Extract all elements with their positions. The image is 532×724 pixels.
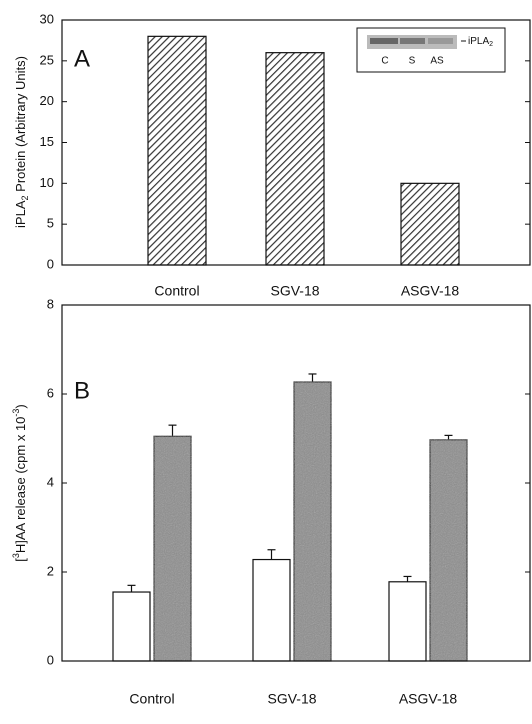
y-tick-label: 25 — [40, 52, 54, 67]
lane-label: C — [381, 56, 388, 67]
x-tick-label: ASGV-18 — [401, 283, 460, 299]
y-axis-label: [3H]AA release (cpm x 10-3) — [11, 404, 28, 562]
inset-blot: iPLA2 C S AS — [357, 28, 505, 72]
y-tick-label: 10 — [40, 175, 54, 190]
y-tick-label: 0 — [47, 652, 54, 667]
inset-label-sub: 2 — [489, 41, 493, 48]
bar — [253, 560, 290, 661]
y-tick-label: 20 — [40, 93, 54, 108]
y-tick-label: 0 — [47, 256, 54, 271]
bar — [401, 183, 459, 265]
x-tick-label: SGV-18 — [267, 691, 316, 707]
x-tick-label: ASGV-18 — [399, 691, 458, 707]
lane-label: S — [409, 56, 416, 67]
x-tick-label: Control — [129, 691, 174, 707]
y-tick-label: 6 — [47, 385, 54, 400]
bar — [389, 582, 426, 661]
blot-band — [400, 38, 425, 44]
bar — [294, 382, 331, 661]
y-label-part: ) — [13, 404, 28, 408]
bar — [154, 436, 191, 661]
bar — [430, 440, 467, 661]
blot-band — [370, 38, 398, 44]
y-tick-label: 30 — [40, 11, 54, 26]
blot-band — [428, 38, 453, 44]
y-label-part: Protein (Arbitrary Units) — [13, 56, 28, 195]
figure: A iPLA2 Protein (Arbitrary Units) iPLA2 … — [0, 0, 532, 724]
y-tick-label: 4 — [47, 474, 54, 489]
y-tick-label: 8 — [47, 296, 54, 311]
y-axis-label: iPLA2 Protein (Arbitrary Units) — [13, 56, 30, 228]
x-tick-label: Control — [154, 283, 199, 299]
bar — [266, 53, 324, 265]
y-tick-label: 5 — [47, 216, 54, 231]
y-label-part: H]AA release (cpm x 10 — [13, 417, 28, 554]
y-label-part: iPLA — [13, 200, 28, 228]
panel-label: B — [74, 377, 90, 404]
inset-label-part: iPLA — [468, 36, 489, 47]
panel-label: A — [74, 45, 90, 72]
y-tick-label: 2 — [47, 563, 54, 578]
x-tick-label: SGV-18 — [270, 283, 319, 299]
y-tick-label: 15 — [40, 134, 54, 149]
bar — [148, 36, 206, 265]
y-label-sup: -3 — [11, 409, 21, 417]
lane-label: AS — [430, 56, 444, 67]
bar — [113, 592, 150, 661]
